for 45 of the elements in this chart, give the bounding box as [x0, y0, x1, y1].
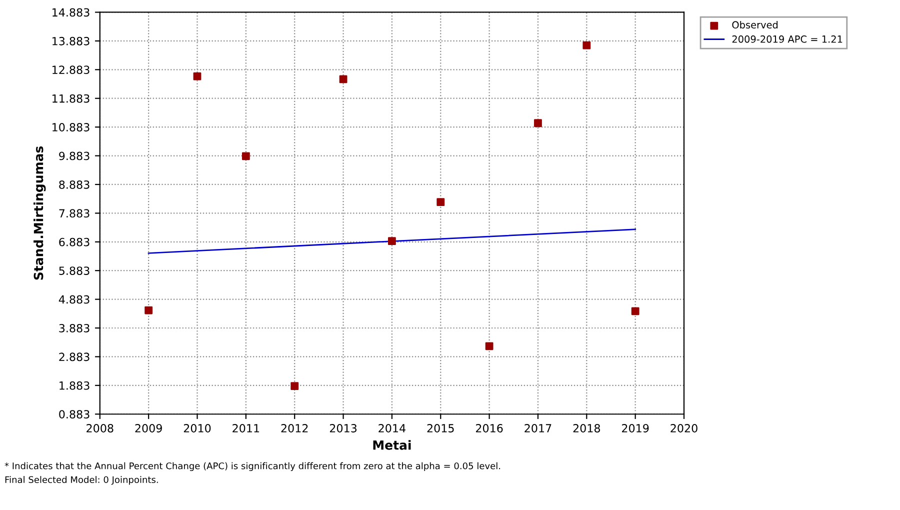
- y-tick-label: 3.883: [59, 324, 90, 332]
- x-tick-label: 2020: [670, 424, 698, 432]
- x-tick-label: 2014: [378, 424, 406, 432]
- x-tick-label: 2010: [184, 424, 211, 432]
- point: [436, 198, 445, 206]
- point: [290, 382, 299, 390]
- x-tick-label: 2013: [330, 424, 357, 432]
- point: [631, 307, 640, 316]
- y-axis-title: Stand.Mirtingumas: [34, 146, 46, 280]
- point: [242, 152, 250, 160]
- y-tick-label: 8.883: [59, 180, 90, 189]
- y-tick-label: 6.883: [59, 238, 90, 246]
- x-tick-label: 2019: [622, 424, 649, 432]
- point: [193, 72, 202, 80]
- x-tick-label: 2008: [86, 424, 114, 432]
- point: [534, 119, 542, 128]
- x-tick-label: 2015: [427, 424, 454, 432]
- text: * Indicates that the Annual Percent Change (APC) is significantly different from zero at the alpha = 0.05 level.: [4, 462, 500, 472]
- y-tick-label: 9.883: [59, 152, 90, 160]
- y-tick-label: 10.883: [52, 123, 90, 132]
- y-tick-label: 13.883: [52, 36, 90, 46]
- y-tick-label: 12.883: [52, 66, 90, 74]
- y-tick-label: 11.883: [52, 94, 90, 103]
- y-tick-label: 0.883: [59, 410, 90, 418]
- point: [485, 342, 494, 350]
- x-tick-label: 2011: [232, 424, 260, 432]
- legend-label: 2009-2019 APC = 1.21: [732, 35, 842, 43]
- x-tick-label: 2017: [524, 424, 552, 432]
- x-axis-title: Metai: [373, 440, 411, 450]
- x-tick-label: 2016: [476, 424, 503, 432]
- text: Final Selected Model: 0 Joinpoints.: [5, 476, 158, 485]
- y-tick-label: 14.883: [52, 8, 90, 17]
- legend-label: Observed: [732, 20, 778, 29]
- y-tick-label: 1.883: [60, 381, 90, 390]
- y-tick-label: 5.883: [59, 266, 90, 275]
- x-tick-label: 2018: [573, 424, 600, 432]
- x-tick-label: 2012: [281, 424, 308, 432]
- point: [339, 75, 348, 84]
- point: [582, 41, 591, 50]
- point: [388, 237, 396, 246]
- y-tick-label: 7.883: [59, 209, 90, 218]
- x-tick-label: 2009: [135, 424, 162, 432]
- point: [144, 306, 153, 314]
- y-tick-label: 4.883: [58, 295, 90, 304]
- y-tick-label: 2.883: [59, 352, 90, 362]
